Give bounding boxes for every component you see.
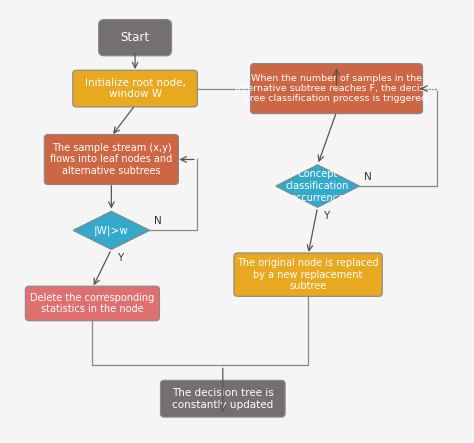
Text: The decision tree is
constantly updated: The decision tree is constantly updated: [172, 388, 273, 409]
Text: Delete the corresponding
statistics in the node: Delete the corresponding statistics in t…: [30, 293, 155, 314]
Text: The sample stream (x,y)
flows into leaf nodes and
alternative subtrees: The sample stream (x,y) flows into leaf …: [50, 143, 173, 176]
Text: Y: Y: [117, 253, 123, 263]
Polygon shape: [73, 212, 149, 249]
FancyBboxPatch shape: [250, 64, 422, 113]
Text: |W|>w: |W|>w: [94, 225, 129, 236]
Text: Initialize root node,
window W: Initialize root node, window W: [85, 78, 185, 99]
FancyBboxPatch shape: [73, 70, 197, 107]
FancyBboxPatch shape: [234, 253, 382, 296]
Text: The original node is replaced
by a new replacement
subtree: The original node is replaced by a new r…: [237, 258, 379, 291]
Text: Y: Y: [323, 211, 329, 221]
Text: When the number of samples in the
alternative subtree reaches F, the decision
tr: When the number of samples in the altern…: [235, 74, 438, 104]
FancyBboxPatch shape: [160, 380, 285, 417]
FancyBboxPatch shape: [99, 19, 172, 56]
Text: Concept
classification
occurrence: Concept classification occurrence: [286, 170, 349, 202]
Text: N: N: [154, 216, 162, 226]
Text: Start: Start: [120, 31, 150, 44]
FancyBboxPatch shape: [44, 135, 178, 185]
FancyBboxPatch shape: [25, 286, 159, 321]
Text: N: N: [364, 171, 372, 182]
Polygon shape: [276, 165, 359, 207]
